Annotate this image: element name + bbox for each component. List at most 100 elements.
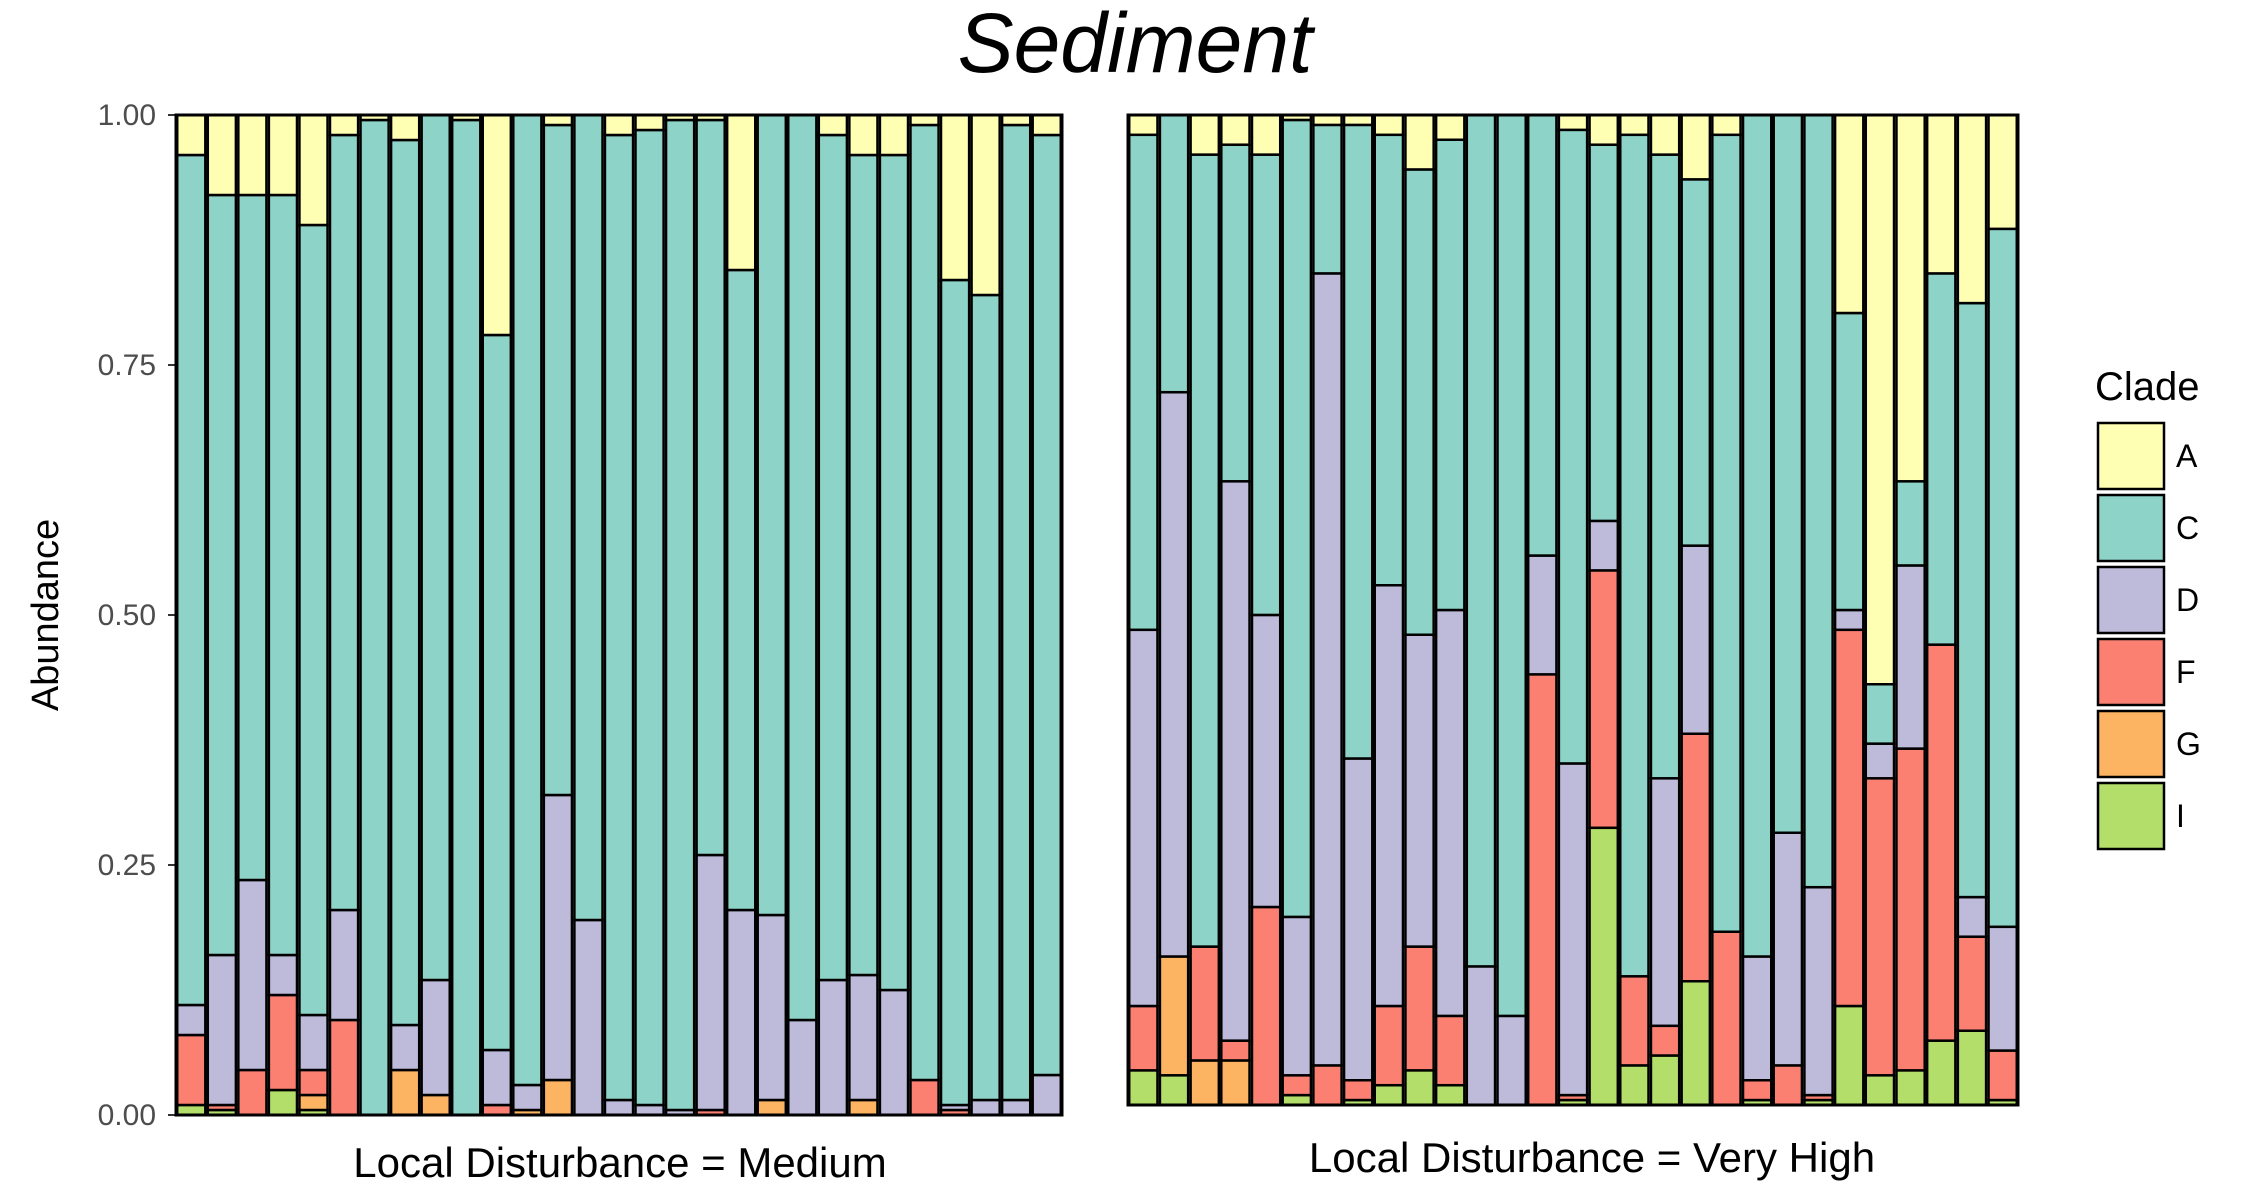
bar-segment-D [1465,965,1497,1107]
bar-segment-C [909,123,940,1082]
bar-segment-C [1772,113,1804,834]
bar-segment-C [1000,123,1032,1102]
bar-segment-I [1864,1074,1896,1107]
bar-segment-F [1772,1064,1804,1107]
legend-label-D: D [2176,582,2199,618]
bar-segment-G [1158,955,1190,1077]
bar-segment-D [695,853,726,1112]
bar-segment-F [1250,905,1282,1107]
panel-label-very-high: Local Disturbance = Very High [1309,1134,1875,1181]
y-tick-label: 0.25 [98,849,156,882]
bar-segment-A [1680,113,1712,181]
bar-segment-C [725,268,757,912]
panel-frame [1126,113,2020,1107]
bar-segment-C [481,333,513,1052]
bar-segment-G [1220,1059,1251,1107]
bar-segment-D [848,973,879,1102]
bar-segment-A [1373,113,1405,137]
bar-segment-F [1833,628,1865,1008]
bar-segment-F [1680,732,1712,983]
bar-segment-F [1741,1079,1773,1102]
bar-segment-D [1000,1098,1032,1117]
bar-segment-I [1404,1069,1435,1107]
bar-segment-D [817,978,849,1117]
chart-title: Sediment [958,0,1317,90]
bar-segment-A [1557,113,1589,132]
bar-segment-I [1895,1069,1926,1107]
bar-segment-D [756,913,788,1102]
bar-segment-C [634,128,665,1107]
y-tick-label: 0.75 [98,349,156,382]
bar-segment-I [1127,1069,1159,1107]
bar-segment-D [1588,519,1620,572]
bar-segment-A [1864,113,1896,686]
legend-label-C: C [2176,510,2199,546]
bar-segment-A [1404,113,1435,171]
bar-segment-A [939,113,971,282]
legend-key-I [2096,781,2166,851]
bar-segment-C [1031,133,1063,1077]
bar-stack [1895,113,1926,1107]
bar-segment-F [298,1068,329,1097]
bar-segment-D [1281,915,1313,1077]
bar-segment-C [603,133,635,1102]
bar-segment-F [1127,1004,1159,1072]
bar-segment-A [634,113,665,132]
bar-segment-C [1281,118,1313,919]
bar-segment-C [1649,153,1681,780]
bar-segment-D [1220,480,1251,1042]
bar-stack [1465,113,1497,1107]
bar-segment-F [909,1078,940,1117]
bar-segment-C [1465,113,1497,968]
bar-segment-D [267,953,299,997]
legend-title: Clade [2095,365,2200,409]
legend-label-I: I [2176,798,2185,834]
bar-segment-D [420,978,451,1097]
bar-segment-A [389,113,421,142]
bar-segment-F [1619,975,1650,1067]
bar-segment-G [420,1093,451,1117]
bar-stack [725,113,757,1117]
bar-stack [1220,113,1251,1107]
bar-segment-I [1925,1039,1957,1107]
bar-segment-C [1373,133,1405,587]
bar-segment-D [237,878,268,1072]
bar-segment-A [481,113,513,337]
bar-segment-A [1127,113,1159,137]
legend-key-C [2096,493,2166,563]
bar-segment-C [756,113,788,917]
bar-stack [848,113,879,1117]
bar-segment-D [389,1023,421,1072]
bar-segment-G [389,1068,421,1117]
bar-segment-A [1189,113,1221,156]
bar-segment-D [1158,390,1190,958]
bar-segment-C [1833,311,1865,612]
bar-segment-F [1925,643,1957,1042]
bar-stack [573,113,604,1117]
bar-segment-D [1680,544,1712,736]
y-tick-label: 1.00 [98,99,156,132]
bar-segment-F [1404,945,1435,1072]
bar-segment-C [664,118,696,1112]
bar-segment-C [1741,113,1773,958]
panel-label-medium: Local Disturbance = Medium [353,1139,886,1186]
panel-medium [174,113,1064,1117]
bar-segment-C [1496,113,1527,1018]
bar-segment-A [603,113,635,137]
bar-segment-D [1031,1073,1063,1117]
bar-stack [481,113,513,1117]
bar-segment-D [1127,628,1159,1008]
bar-segment-C [359,118,390,1117]
bar-stack [1680,113,1712,1107]
bar-stack [1000,113,1032,1117]
bar-stack [328,113,360,1117]
bar-segment-D [1772,831,1804,1067]
bar-stack [1281,113,1313,1107]
bar-stack [420,113,451,1117]
bar-stack [939,113,971,1117]
bar-segment-C [1803,113,1834,889]
bar-segment-F [237,1068,268,1117]
bar-segment-F [1434,1014,1466,1087]
bar-segment-I [1588,826,1620,1107]
